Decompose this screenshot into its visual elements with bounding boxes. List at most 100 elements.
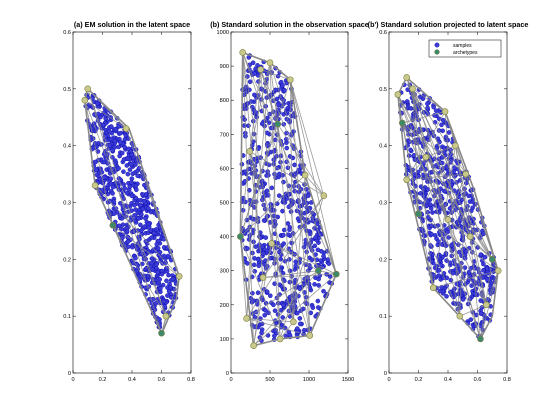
sample-point [301, 327, 307, 333]
connection-line [253, 270, 319, 346]
connection-line [253, 277, 264, 346]
sample-point [310, 305, 316, 310]
sample-point [251, 298, 256, 304]
sample-point [129, 152, 135, 158]
archetype-point [452, 142, 459, 149]
sample-point [256, 263, 262, 269]
legend-samples-marker [434, 42, 440, 48]
sample-point [145, 205, 151, 211]
archetype-point [315, 267, 322, 275]
y-tick-label: 600 [220, 166, 229, 172]
sample-point [269, 185, 275, 191]
sample-point [308, 310, 314, 316]
connection-line [277, 123, 325, 196]
archetype-point [259, 274, 267, 281]
connection-line [260, 69, 281, 339]
sample-point [294, 310, 300, 316]
sample-point [272, 333, 277, 339]
sample-point [446, 130, 452, 135]
archetype-point [403, 74, 411, 81]
connection-line [246, 62, 271, 319]
archetype-point [276, 335, 284, 343]
sample-point [444, 294, 449, 299]
archetype-point [332, 270, 340, 278]
sample-point [138, 202, 143, 208]
sample-point [280, 83, 285, 88]
sample-point [294, 326, 300, 331]
sample-point [315, 305, 321, 310]
connection-line [260, 69, 306, 176]
sample-point [242, 231, 248, 236]
sample-point [441, 188, 447, 194]
archetype-point [422, 153, 430, 161]
connection-line [469, 236, 487, 305]
sample-point [129, 180, 134, 185]
connection-line [239, 123, 279, 237]
y-tick-label: 0.6 [63, 30, 71, 36]
sample-point [139, 212, 144, 217]
sample-point [433, 108, 439, 114]
y-tick-label: 500 [220, 201, 229, 207]
sample-point [123, 133, 129, 138]
x-tick-label: 0.2 [415, 377, 423, 383]
connection-line [418, 145, 456, 215]
connection-line [253, 273, 337, 347]
archetype-point [409, 85, 416, 93]
y-tick-label: 0.3 [63, 201, 71, 207]
sample-point [304, 209, 310, 215]
connection-line [397, 94, 481, 340]
connection-line [277, 124, 311, 336]
connection-line [412, 88, 487, 305]
archetype-point [122, 125, 130, 132]
sample-point [100, 122, 106, 128]
sample-point [133, 255, 138, 261]
archetype-point [268, 240, 275, 247]
sample-point [112, 211, 117, 216]
sample-point [125, 239, 131, 244]
sample-point [155, 269, 161, 275]
sample-point [429, 223, 434, 229]
connection-line [262, 270, 319, 278]
connection-line [289, 79, 325, 196]
sample-point [253, 244, 259, 249]
archetype-point [237, 233, 244, 240]
sample-point [304, 187, 309, 192]
sample-point [268, 293, 273, 299]
sample-point [149, 235, 154, 240]
connection-line [459, 174, 467, 317]
connection-line [447, 219, 481, 340]
archetype-point [286, 76, 294, 84]
sample-point [146, 224, 152, 230]
sample-point [315, 298, 321, 304]
connection-line [112, 225, 167, 317]
connection-line [401, 122, 427, 158]
sample-point [110, 191, 115, 196]
archetype-point [84, 85, 92, 93]
archetype-point [462, 170, 470, 178]
connection-line [260, 69, 319, 271]
connection-line [271, 243, 294, 322]
sample-point [161, 253, 167, 259]
archetype-point [403, 176, 411, 184]
sample-point [139, 191, 145, 197]
y-tick-label: 0.5 [63, 87, 71, 93]
connection-line [425, 145, 456, 158]
sample-point [117, 153, 122, 159]
y-tick-label: 700 [220, 132, 229, 138]
connection-line [84, 100, 114, 226]
archetype-point [306, 332, 314, 339]
connection-line [249, 151, 264, 278]
y-tick-label: 800 [220, 98, 229, 104]
connection-line [412, 88, 493, 260]
sample-point [312, 282, 317, 287]
y-tick-label: 0.4 [63, 144, 71, 150]
sample-point [111, 199, 117, 204]
sample-point [140, 206, 146, 212]
sample-point [129, 193, 135, 199]
connection-line [84, 99, 127, 129]
hull-outline [239, 51, 338, 347]
sample-point [428, 251, 433, 256]
legend-archetypes-label: archetypes [453, 50, 478, 56]
sample-point [127, 167, 133, 172]
